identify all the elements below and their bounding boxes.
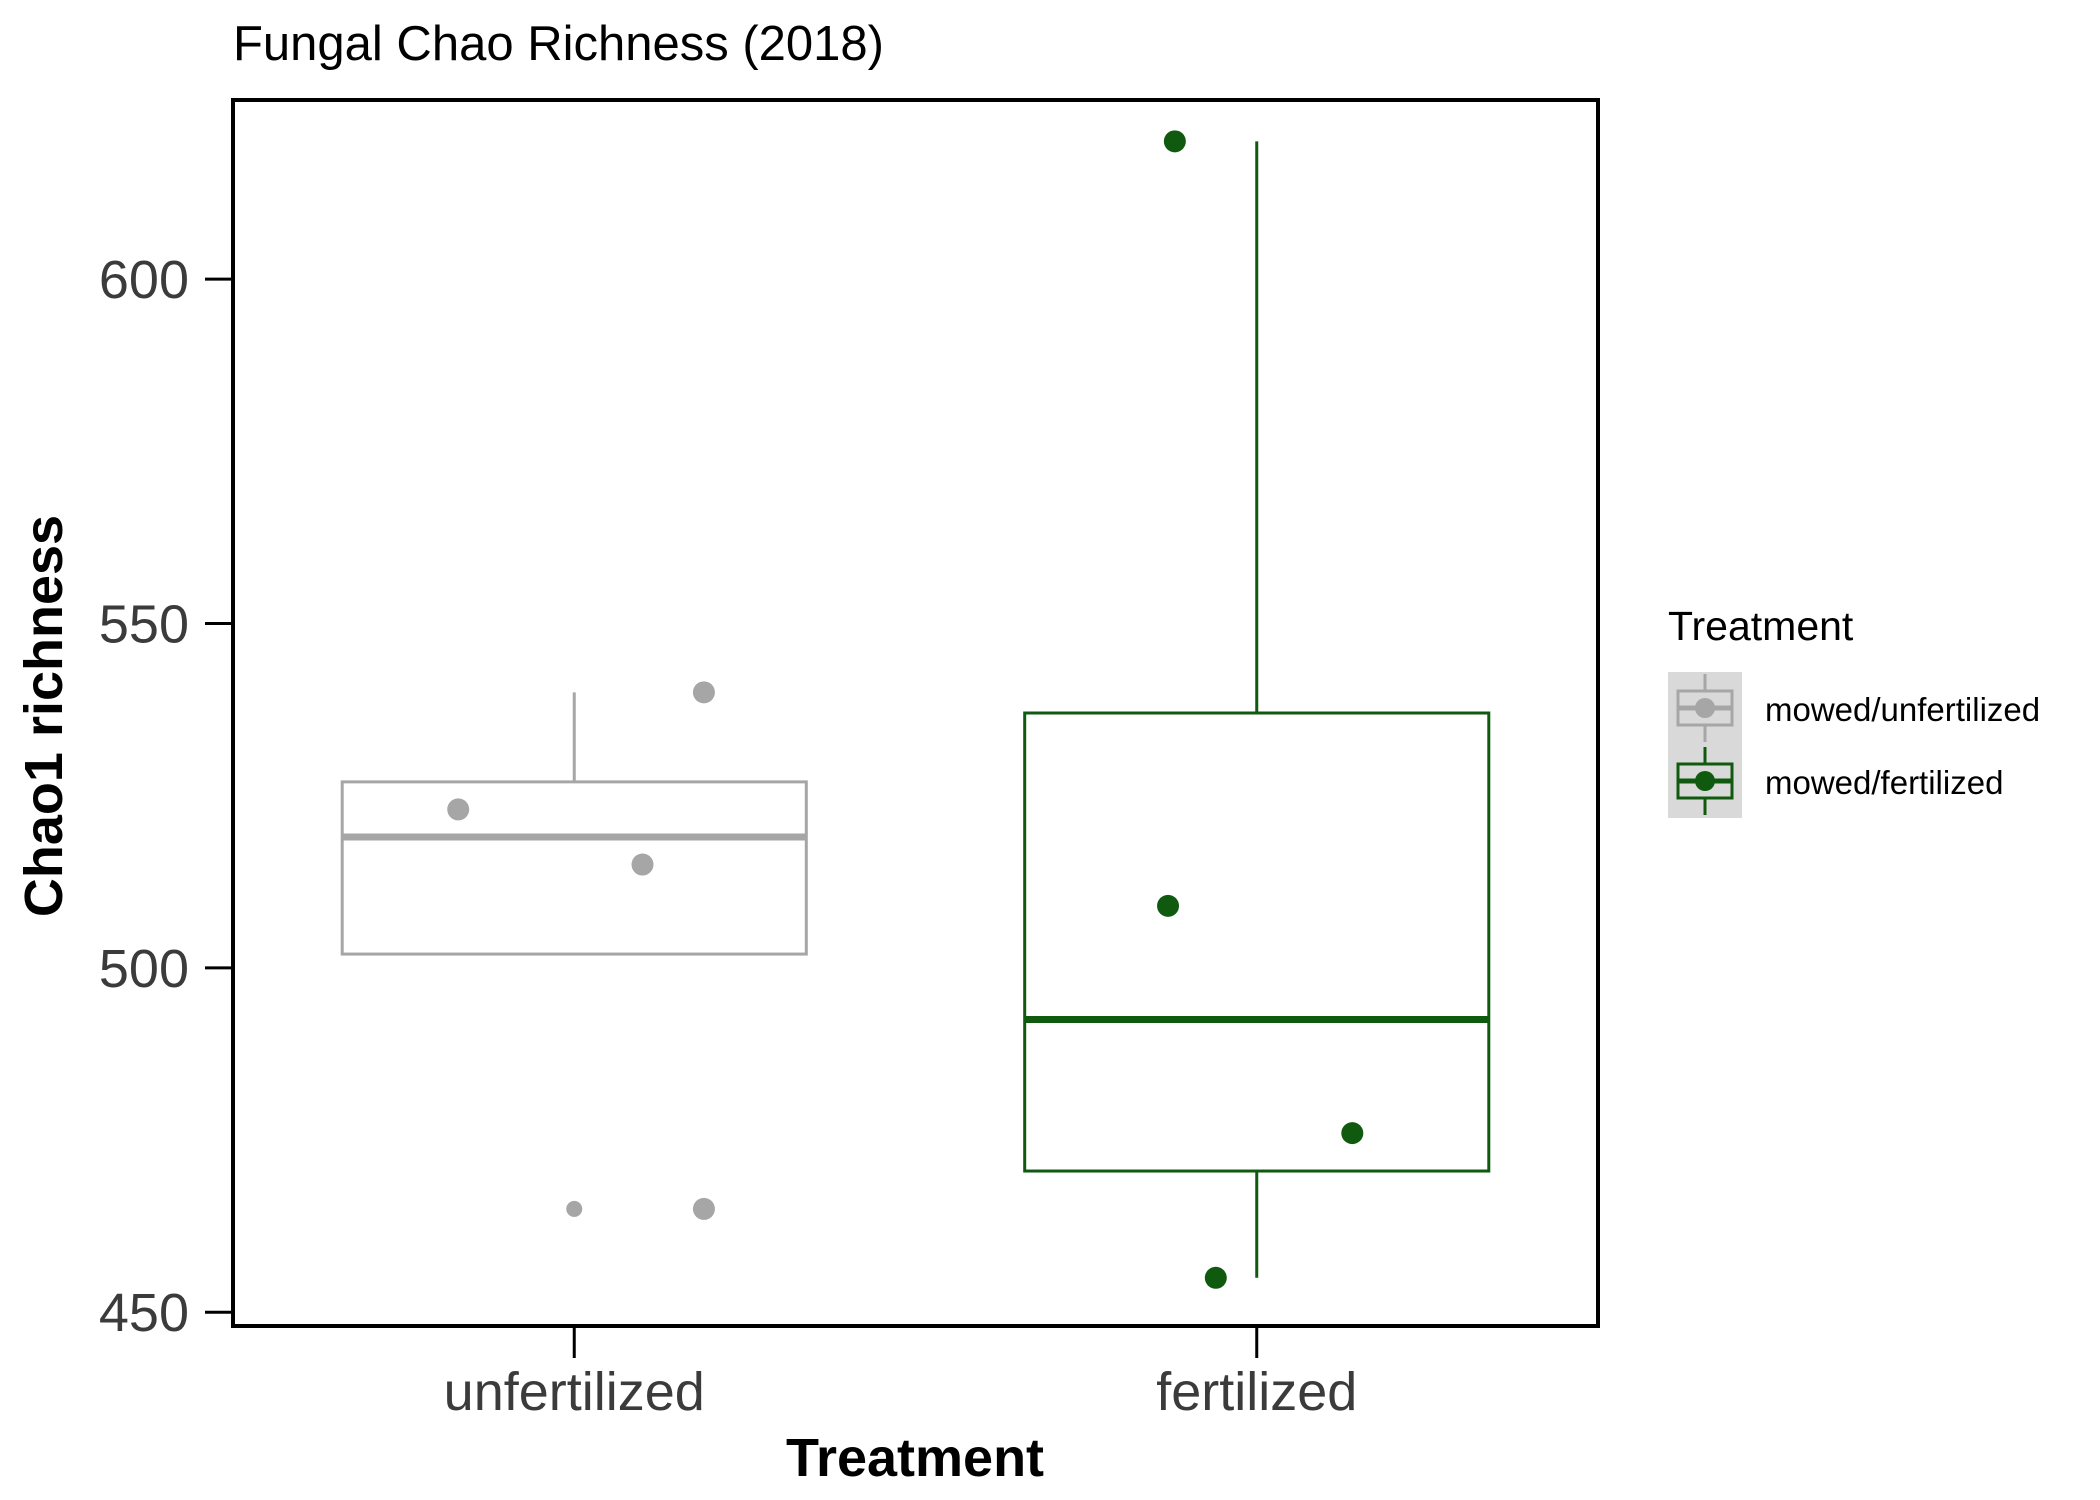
chart-title: Fungal Chao Richness (2018)	[233, 17, 884, 71]
y-tick-label-600: 600	[99, 250, 189, 310]
y-tick-label-550: 550	[99, 594, 189, 654]
iqr-box-fertilized	[1023, 711, 1491, 1173]
x-tick-label-fertilized: fertilized	[1156, 1362, 1357, 1422]
y-tick-label-450: 450	[99, 1283, 189, 1343]
data-point-fertilized-3	[1204, 1266, 1227, 1289]
data-point-unfertilized-0	[692, 681, 715, 704]
data-point-fertilized-1	[1157, 894, 1180, 917]
data-point-unfertilized-3	[692, 1197, 715, 1220]
legend-point-fertilized	[1695, 771, 1715, 791]
x-tick-label-unfertilized: unfertilized	[444, 1362, 705, 1422]
y-axis-title: Chao1 richness	[14, 515, 74, 917]
x-axis-title: Treatment	[786, 1428, 1044, 1488]
legend-key-unfertilized	[1676, 674, 1734, 742]
data-point-unfertilized-1	[447, 798, 470, 821]
panel-border	[231, 98, 1600, 1328]
legend-key-fertilized	[1676, 747, 1734, 815]
legend-title: Treatment	[1668, 603, 1854, 649]
outlier-unfertilized-0	[566, 1200, 583, 1217]
data-point-fertilized-2	[1341, 1122, 1364, 1145]
legend: Treatment mowed/unfertilized mowed/ferti…	[1668, 603, 2040, 818]
data-point-unfertilized-2	[631, 853, 654, 876]
y-tick-label-500: 500	[99, 939, 189, 999]
data-point-fertilized-0	[1163, 130, 1186, 153]
legend-label-fertilized: mowed/fertilized	[1765, 764, 2003, 801]
iqr-box-unfertilized	[340, 780, 808, 956]
legend-point-unfertilized	[1695, 698, 1715, 718]
x-axis: unfertilized fertilized	[444, 1326, 1357, 1422]
legend-label-unfertilized: mowed/unfertilized	[1765, 691, 2040, 728]
box-unfertilized	[340, 681, 808, 1220]
y-axis: 450 500 550 600	[99, 250, 233, 1343]
plot-area	[231, 98, 1600, 1328]
box-fertilized	[1023, 130, 1491, 1289]
